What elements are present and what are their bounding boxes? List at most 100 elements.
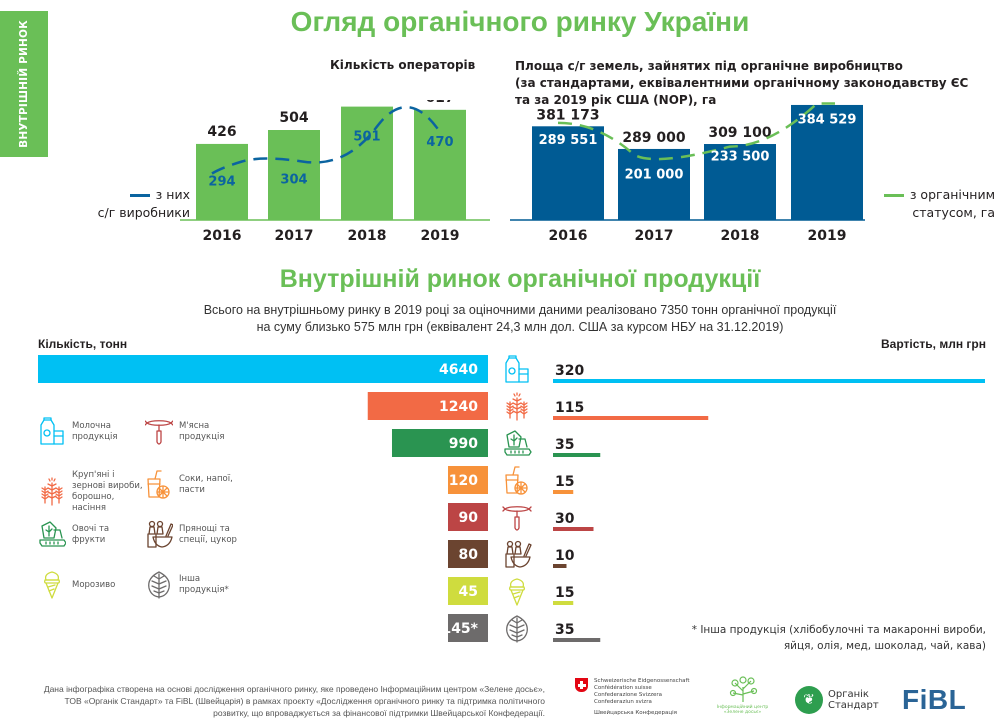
x-tick-label: 2018 <box>348 228 387 244</box>
icecream-icon <box>44 571 60 599</box>
legend-label: Прянощі та спеції, цукор <box>179 524 237 545</box>
legend-label: Молочна продукція <box>72 421 118 442</box>
icon-stroke <box>47 487 57 491</box>
leaf-icon <box>506 615 528 643</box>
icon-stroke <box>505 357 520 383</box>
icon-stroke <box>156 520 164 528</box>
icon-stroke <box>520 411 528 415</box>
quantity-value-label: 90 <box>459 510 479 526</box>
value-bar <box>553 490 574 494</box>
icon-stroke <box>147 533 157 548</box>
bar-value-label: 467 980 <box>795 100 859 102</box>
quantity-value-label: 45 <box>459 584 478 600</box>
icon-stroke <box>518 368 529 383</box>
area-title-line: Площа с/г земель, зайнятих під органічне… <box>515 59 903 73</box>
icon-stroke <box>508 367 516 375</box>
icon-stroke <box>43 417 52 421</box>
value-bar <box>553 416 709 420</box>
description-line: Всього на внутрішньому ринку в 2019 році… <box>203 303 837 317</box>
operators-chart-title: Кількість операторів <box>330 58 476 72</box>
chart-row: 145* 35 <box>441 614 601 643</box>
quantity-value-label: 80 <box>459 547 479 563</box>
x-tick-label: 2018 <box>721 228 760 244</box>
series-line-organic-status <box>557 102 835 161</box>
domestic-market-chart: 4640 320 1240 115 990 35 120 15 90 30 80 10 45 15 145*… <box>38 355 985 643</box>
icon-stroke <box>512 398 522 402</box>
value-bar <box>553 638 601 642</box>
icon-stroke <box>151 575 167 594</box>
bar-value-label: 426 <box>207 124 236 140</box>
chart-row: 1240 115 <box>367 392 709 421</box>
icon-stroke <box>145 420 173 426</box>
section-description: Всього на внутрішньому ринку в 2019 році… <box>0 302 1000 336</box>
chart-row: 120 15 <box>448 466 574 495</box>
line-value-label: 289 551 <box>539 133 598 148</box>
sausage-icon <box>145 420 173 445</box>
legend-item: Інша продукція* <box>145 570 251 600</box>
vegetables-icon <box>504 430 532 456</box>
quantity-value-label: 1240 <box>439 399 478 415</box>
side-tab: ВНУТРІШНІЙ РИНОК <box>0 11 48 157</box>
icon-stroke <box>152 536 173 548</box>
fibl-logo: FiBL <box>902 684 967 715</box>
value-axis-label: Вартість, млн грн <box>881 337 986 351</box>
page-title: Огляд органічного ринку України <box>290 6 750 37</box>
icon-stroke <box>55 496 63 500</box>
x-tick-label: 2016 <box>203 228 242 244</box>
bar <box>414 109 466 220</box>
icon-stroke <box>509 586 525 591</box>
legend-item: Прянощі та спеції, цукор <box>145 520 251 550</box>
value-value-label: 35 <box>555 622 574 638</box>
icon-stroke <box>165 523 173 537</box>
value-value-label: 320 <box>555 363 584 379</box>
icon-stroke <box>514 516 520 531</box>
icon-stroke <box>510 589 524 606</box>
leaf-icon <box>148 571 170 599</box>
line-value-label: 384 529 <box>798 112 857 127</box>
icon-stroke <box>156 485 170 499</box>
credit-line: розвитку, що впроваджується за фінансово… <box>213 708 545 718</box>
milk-icon <box>505 355 529 383</box>
spices-icon <box>505 540 532 568</box>
quantity-value-label: 120 <box>449 473 478 489</box>
icon-stroke <box>506 546 514 555</box>
series-line-producers <box>211 105 442 175</box>
quantity-value-label: 145* <box>441 621 478 637</box>
icon-stroke <box>509 578 525 588</box>
quantity-bar <box>38 355 488 383</box>
value-value-label: 115 <box>555 400 584 416</box>
legend-item: Морозиво <box>38 570 115 600</box>
value-value-label: 10 <box>555 548 575 564</box>
icon-stroke <box>509 619 525 638</box>
quantity-bar <box>448 503 488 531</box>
zelene-dosye-text: Інформаційний центр «Зелене досьє» <box>716 705 769 715</box>
icon-stroke <box>513 392 521 397</box>
operators-legend-line2: с/г виробники <box>97 205 190 220</box>
icon-stroke <box>41 521 57 539</box>
bar <box>532 126 604 220</box>
icon-stroke <box>43 429 51 437</box>
value-bar <box>553 564 567 568</box>
quantity-bar <box>448 577 488 605</box>
icon-stroke <box>39 539 66 547</box>
icon-stroke <box>510 450 524 454</box>
icon-stroke <box>156 430 162 445</box>
juice-icon <box>147 470 170 499</box>
swiss-line: Швейцарська Конфедерація <box>594 710 677 716</box>
swiss-line: Confederazione Svizzera <box>594 692 662 698</box>
operators-chart: 426 2016 504 2017 635 2018 617 2019 294 304 501 470 <box>180 100 490 244</box>
side-tab-label: ВНУТРІШНІЙ РИНОК <box>18 20 30 148</box>
value-value-label: 15 <box>555 474 574 490</box>
organic-standard-logo: ❦ Органік Стандарт <box>795 686 879 714</box>
quantity-bar <box>448 466 488 494</box>
icon-stroke <box>41 493 49 497</box>
area-title-line: (за стандартами, еквівалентними органічн… <box>515 76 969 90</box>
swiss-line: Schweizerische Eidgenossenschaft <box>594 678 690 684</box>
icon-stroke <box>55 493 63 497</box>
x-tick-label: 2016 <box>549 228 588 244</box>
bar <box>704 144 776 220</box>
footnote-line: яйця, олія, мед, шоколад, чай, кава) <box>783 640 986 652</box>
chart-row: 90 30 <box>448 503 594 531</box>
icon-stroke <box>518 438 528 448</box>
icon-stroke <box>514 481 528 495</box>
